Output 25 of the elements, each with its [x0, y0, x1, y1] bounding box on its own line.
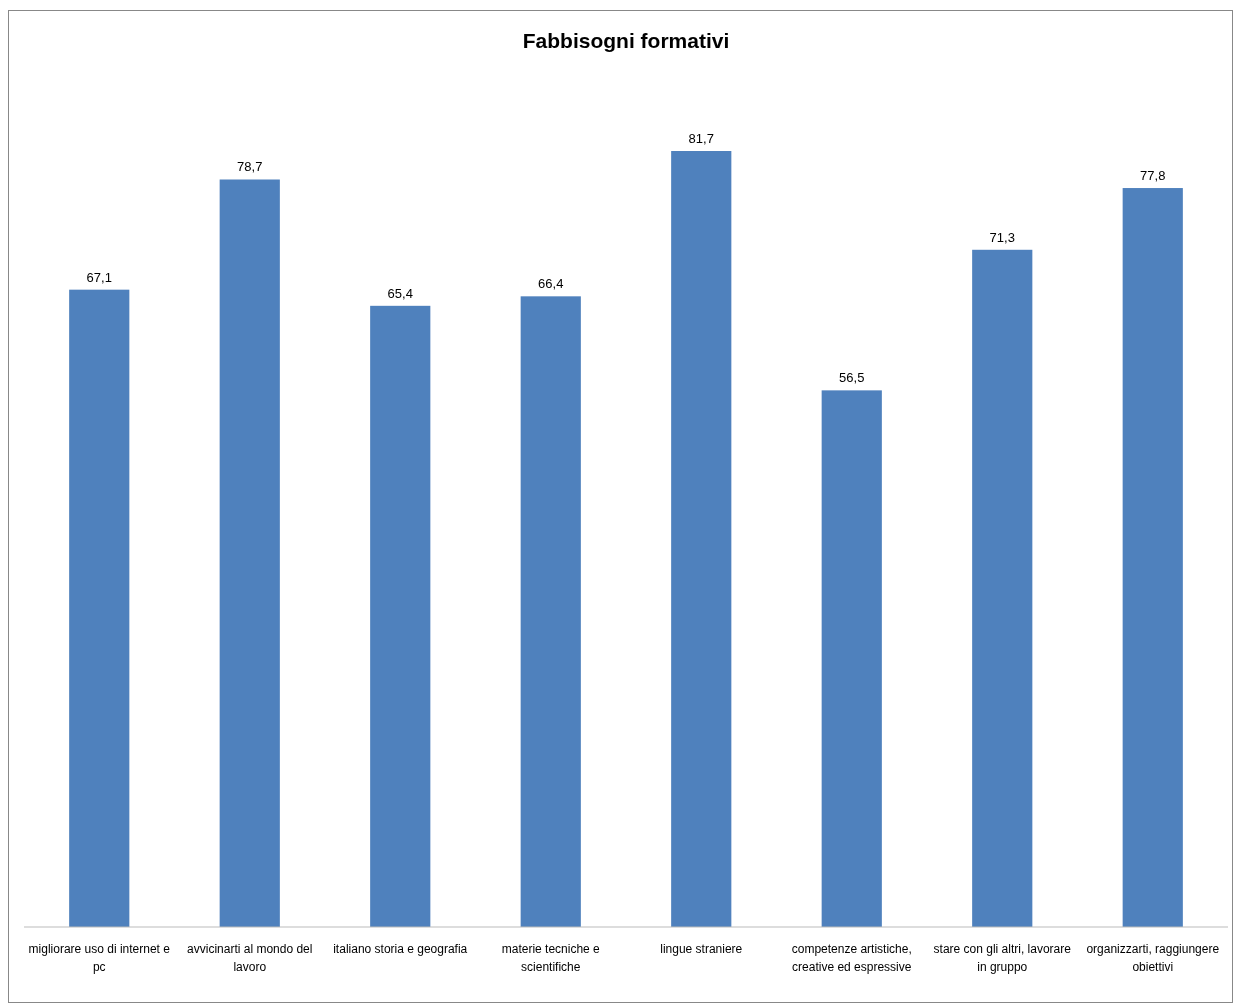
- x-tick-label: lingue straniere: [660, 942, 743, 956]
- data-label: 77,8: [1140, 168, 1166, 184]
- bar: [370, 305, 431, 927]
- bar: [520, 296, 581, 927]
- bar: [219, 179, 280, 927]
- x-tick-label: italiano storia e geografia: [333, 942, 468, 956]
- bar: [671, 151, 732, 927]
- x-tick-label: avvicinarti al mondo del lavoro: [187, 942, 313, 974]
- x-tick-label: competenze artistiche, creative ed espressive: [791, 942, 912, 974]
- bar: [69, 289, 130, 927]
- x-tick-label: stare con gli altri, lavorare in gruppo: [933, 942, 1072, 974]
- bar: [972, 249, 1033, 927]
- bar: [821, 390, 882, 927]
- x-tick-label: organizzarti, raggiungere obiettivi: [1086, 942, 1220, 974]
- data-label: 67,1: [86, 269, 112, 285]
- data-label: 65,4: [387, 285, 413, 301]
- x-tick-label: migliorare uso di internet e pc: [28, 942, 171, 974]
- data-label: 71,3: [989, 229, 1015, 245]
- x-tick-label: materie tecniche e scientifiche: [501, 942, 601, 974]
- data-label: 78,7: [237, 159, 263, 175]
- data-label: 66,4: [538, 276, 564, 292]
- chart-title: Fabbisogni formativi: [522, 29, 730, 52]
- data-label: 56,5: [839, 370, 865, 386]
- data-label: 81,7: [688, 131, 714, 146]
- bar: [1122, 188, 1183, 927]
